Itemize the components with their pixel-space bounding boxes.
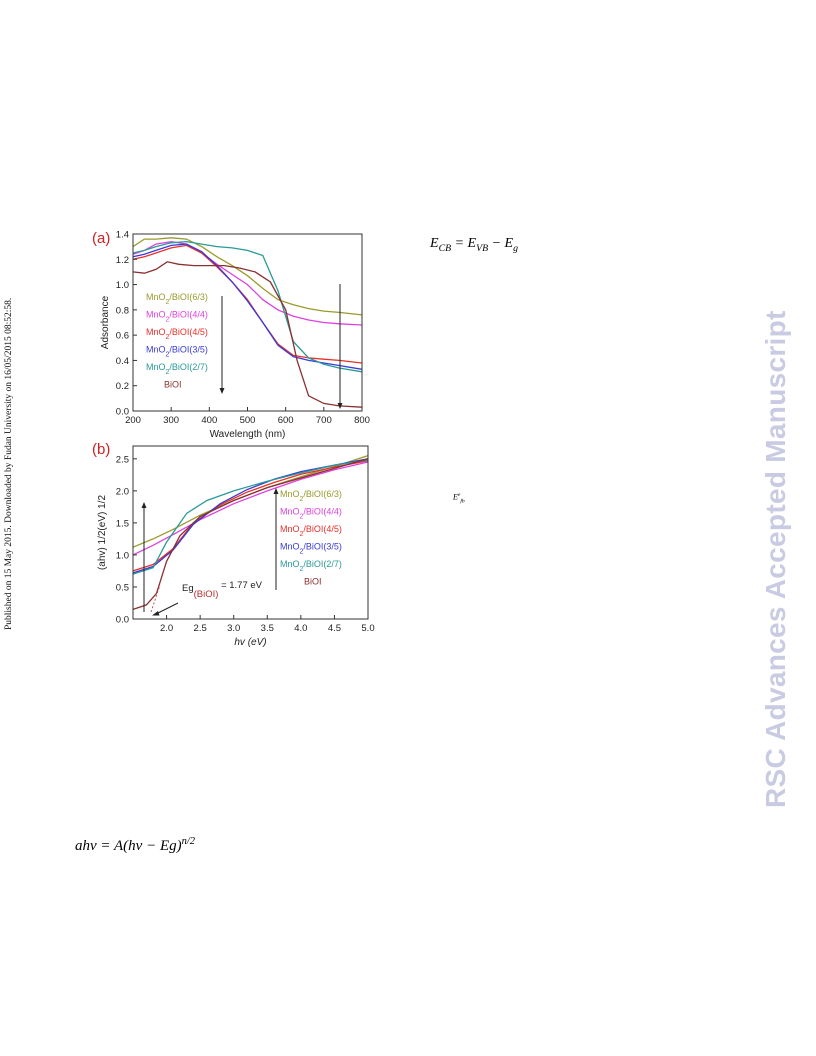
annotation-arrow	[155, 602, 179, 615]
panel-label: (b)	[92, 441, 110, 458]
flat-band-symbol: Eefb	[453, 492, 465, 505]
x-tick-label: 800	[354, 415, 370, 426]
chart-absorbance: (a) 200 300 400 500 600 700 800 0.0 0.2 0.4 0.6 0.8 1…	[92, 230, 370, 441]
series-line	[132, 261, 363, 408]
x-tick-label: 3.5	[261, 623, 274, 634]
absorption-equation: ahv = A(hv − Eg)n/2	[75, 836, 196, 854]
y-tick-label: 1.4	[116, 230, 129, 241]
conduction-band-equation: ECB = EVB − Eg	[430, 236, 518, 254]
y-tick-label: 1.2	[116, 255, 129, 266]
x-tick-label: 200	[125, 415, 141, 426]
legend-label: MnO2/BiOI(4/5)	[146, 327, 208, 341]
band-gap-annotation: Eg(BiOI) = 1.77 eV	[182, 580, 263, 600]
trend-arrow-head	[141, 502, 147, 508]
series-line	[132, 460, 369, 572]
y-tick-label: 0.0	[116, 407, 129, 418]
legend-label: MnO2/BiOI(6/3)	[146, 292, 208, 306]
y-tick-label: 2.5	[116, 454, 129, 465]
extrapolation-line	[150, 584, 161, 613]
chart-tauc-plot: (b) 2.0 2.5 3.0 3.5 4.0 4.5 5.0 0.0 0.5 1.0 1.5 2.0 2…	[92, 441, 375, 648]
y-tick-label: 0.6	[116, 331, 129, 342]
x-axis-label: Wavelength (nm)	[210, 429, 286, 440]
y-tick-label: 1.5	[116, 518, 129, 529]
legend-label: MnO2/BiOI(4/5)	[280, 524, 342, 538]
x-tick-label: 500	[240, 415, 256, 426]
x-tick-label: 300	[163, 415, 179, 426]
x-tick-label: 5.0	[361, 623, 374, 634]
x-tick-label: 4.0	[294, 623, 307, 634]
y-tick-label: 0.8	[116, 305, 129, 316]
legend-label: MnO2/BiOI(6/3)	[280, 489, 342, 503]
trend-arrow-head	[273, 488, 279, 494]
legend-label: BiOI	[164, 380, 182, 390]
x-tick-label: 2.0	[160, 623, 173, 634]
series-line	[132, 461, 369, 556]
y-axis-label: Adsorbance	[100, 295, 111, 349]
y-tick-label: 2.0	[116, 486, 129, 497]
legend-label: BiOI	[304, 577, 322, 587]
legend-label: MnO2/BiOI(4/4)	[146, 310, 208, 324]
x-tick-label: 3.0	[227, 623, 240, 634]
panel-label: (a)	[92, 230, 110, 247]
legend-label: MnO2/BiOI(4/4)	[280, 507, 342, 521]
legend-label: MnO2/BiOI(3/5)	[280, 542, 342, 556]
legend-label: MnO2/BiOI(3/5)	[146, 345, 208, 359]
y-tick-label: 1.0	[116, 550, 129, 561]
x-tick-label: 700	[316, 415, 332, 426]
y-tick-label: 0.5	[116, 582, 129, 593]
x-tick-label: 4.5	[328, 623, 341, 634]
x-tick-label: 600	[278, 415, 294, 426]
plot-frame	[132, 445, 369, 620]
trend-arrow-head	[337, 403, 343, 409]
x-axis-label: hv (eV)	[234, 637, 266, 648]
series-line	[132, 459, 369, 575]
series-line	[132, 240, 363, 326]
series-line	[132, 458, 369, 611]
x-tick-label: 400	[201, 415, 217, 426]
y-tick-label: 0.4	[116, 356, 129, 367]
y-tick-label: 1.0	[116, 280, 129, 291]
trend-arrow-head	[219, 388, 225, 394]
annotation-arrow-head	[152, 611, 160, 616]
x-tick-label: 2.5	[194, 623, 207, 634]
series-line	[132, 237, 363, 316]
y-tick-label: 0.0	[116, 615, 129, 626]
series-line	[132, 240, 363, 373]
y-tick-label: 0.2	[116, 381, 129, 392]
legend-label: MnO2/BiOI(2/7)	[146, 362, 208, 376]
legend-label: MnO2/BiOI(2/7)	[280, 559, 342, 573]
y-axis-label: (ahv) 1/2(eV) 1/2	[97, 495, 108, 570]
